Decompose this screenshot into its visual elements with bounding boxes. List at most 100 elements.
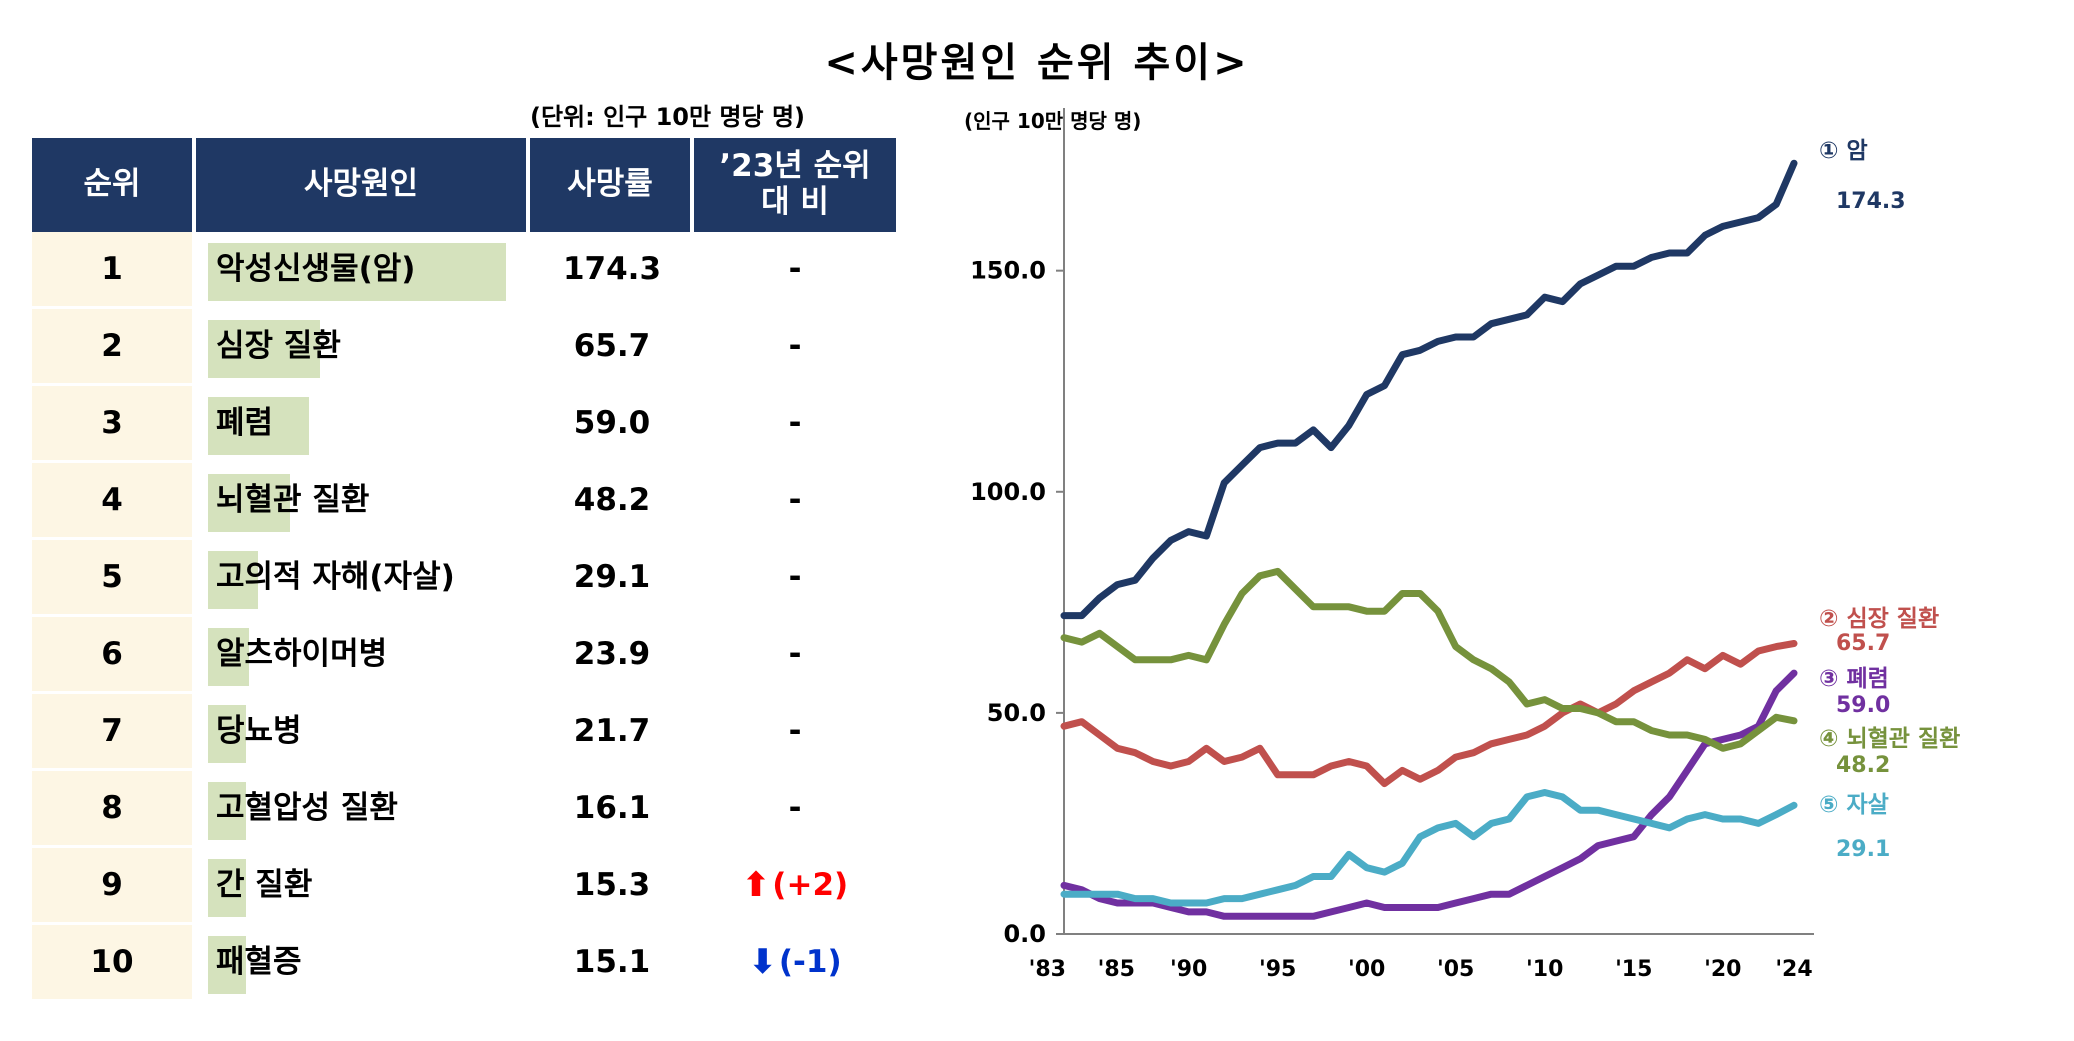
table-row: 2 심장 질환 65.7- — [32, 309, 896, 386]
table-row: 6 알츠하이머병 23.9- — [32, 617, 896, 694]
rank-cell: 2 — [32, 309, 196, 386]
rank-cell: 10 — [32, 925, 196, 1002]
series-line-2 — [1060, 640, 1798, 788]
cause-cell: 악성신생물(암) — [196, 232, 530, 309]
rank-change-cell: - — [694, 771, 896, 848]
table-row: 1 악성신생물(암) 174.3- — [32, 232, 896, 309]
series-line-3 — [1060, 669, 1798, 920]
cause-label: 패혈증 — [216, 944, 302, 980]
x-tick-label: '20 — [1704, 957, 1741, 982]
x-tick-label: '15 — [1615, 957, 1652, 982]
rank-cell: 9 — [32, 848, 196, 925]
rank-cell: 6 — [32, 617, 196, 694]
arrow-up-icon: ⬆ — [741, 865, 771, 905]
series-value-label: 174.3 — [1836, 189, 1906, 214]
table-row: 10 패혈증 15.1 ⬇(-1) — [32, 925, 896, 1002]
series-value-label: 48.2 — [1836, 753, 1890, 778]
y-tick-label: 150.0 — [970, 257, 1046, 285]
cause-cell: 심장 질환 — [196, 309, 530, 386]
header-rate: 사망률 — [530, 138, 694, 232]
x-tick-label: '85 — [1098, 957, 1135, 982]
cause-cell: 알츠하이머병 — [196, 617, 530, 694]
rate-bar — [208, 705, 246, 763]
rate-bar — [208, 628, 249, 686]
arrow-down-icon: ⬇ — [748, 942, 777, 982]
table-header-row: 순위 사망원인 사망률 ’23년 순위 대 비 — [32, 138, 896, 232]
rate-bar — [208, 551, 258, 609]
x-tick-label: '24 — [1775, 957, 1812, 982]
cause-cell: 고의적 자해(자살) — [196, 540, 530, 617]
rank-change-cell: - — [694, 463, 896, 540]
page-title: <사망원인 순위 추이> — [824, 40, 1250, 86]
cause-cell: 간 질환 — [196, 848, 530, 925]
y-axis-label: (인구 10만 명당 명) — [964, 109, 1141, 133]
series-legend-label: ④ 뇌혈관 질환 — [1819, 726, 1960, 752]
cause-rank-table: 순위 사망원인 사망률 ’23년 순위 대 비 1 악성신생물(암) 174.3-2… — [32, 138, 896, 1002]
header-compare-line1: ’23년 순위 — [719, 148, 871, 185]
cause-cell: 패혈증 — [196, 925, 530, 1002]
rank-change-cell: - — [694, 694, 896, 771]
y-tick-label: 100.0 — [970, 478, 1046, 506]
cause-label: 악성신생물(암) — [216, 251, 416, 287]
header-cause: 사망원인 — [196, 138, 530, 232]
x-tick-label: '83 — [1029, 957, 1066, 982]
x-tick-label: '00 — [1348, 957, 1385, 982]
rate-bar — [208, 859, 246, 917]
trend-chart-svg: (인구 10만 명당 명) 0.0 50.0 100.0 150.0 '83 '85 '90 '… — [964, 108, 1960, 982]
cause-cell: 당뇨병 — [196, 694, 530, 771]
header-compare-line2: 대 비 — [761, 184, 829, 220]
cause-label: 간 질환 — [216, 867, 313, 903]
rate-bar — [208, 936, 246, 994]
series-legend-label: ① 암 — [1819, 138, 1868, 164]
cause-cell: 폐렴 — [196, 386, 530, 463]
table-body: 1 악성신생물(암) 174.3-2 심장 질환 65.7-3 폐렴 59.0-4 뇌혈관 질… — [32, 232, 896, 1002]
series-value-label: 59.0 — [1836, 693, 1890, 718]
rate-bar — [208, 243, 506, 301]
rank-change-cell: - — [694, 232, 896, 309]
cause-label: 당뇨병 — [216, 713, 302, 749]
series-line-5 — [1060, 789, 1798, 907]
x-tick-label: '10 — [1526, 957, 1563, 982]
rate-cell: 29.1 — [530, 540, 694, 617]
rank-change-cell: ⬇(-1) — [694, 925, 896, 1002]
rank-cell: 4 — [32, 463, 196, 540]
series-line-1 — [1060, 159, 1798, 620]
rate-cell: 59.0 — [530, 386, 694, 463]
series-value-label: 29.1 — [1836, 837, 1890, 862]
cause-label: 고의적 자해(자살) — [216, 559, 455, 595]
rate-cell: 15.1 — [530, 925, 694, 1002]
rate-cell: 21.7 — [530, 694, 694, 771]
rank-cell: 8 — [32, 771, 196, 848]
cause-label: 폐렴 — [216, 405, 274, 441]
x-tick-label: '95 — [1259, 957, 1296, 982]
rank-change-value: (+2) — [772, 867, 849, 903]
rate-cell: 15.3 — [530, 848, 694, 925]
rank-cell: 5 — [32, 540, 196, 617]
header-rank: 순위 — [32, 138, 196, 232]
rate-cell: 48.2 — [530, 463, 694, 540]
rank-change-value: (-1) — [778, 944, 842, 980]
rank-cell: 7 — [32, 694, 196, 771]
rate-cell: 16.1 — [530, 771, 694, 848]
rank-change-cell: ⬆(+2) — [694, 848, 896, 925]
rate-bar — [208, 397, 309, 455]
rate-cell: 65.7 — [530, 309, 694, 386]
rate-cell: 23.9 — [530, 617, 694, 694]
trend-chart: (인구 10만 명당 명) 0.0 50.0 100.0 150.0 '83 '85 '90 '… — [934, 88, 1978, 1010]
rank-cell: 1 — [32, 232, 196, 309]
table-row: 8 고혈압성 질환 16.1- — [32, 771, 896, 848]
x-tick-label: '90 — [1170, 957, 1207, 982]
table-row: 3 폐렴 59.0- — [32, 386, 896, 463]
x-tick-label: '05 — [1437, 957, 1474, 982]
rank-change-cell: - — [694, 540, 896, 617]
rate-bar — [208, 782, 246, 840]
rate-bar — [208, 320, 321, 378]
table-row: 7 당뇨병 21.7- — [32, 694, 896, 771]
rank-cell: 3 — [32, 386, 196, 463]
series-legend-label: ② 심장 질환 — [1819, 606, 1939, 632]
y-tick-label: 50.0 — [987, 699, 1046, 727]
cause-label: 알츠하이머병 — [216, 636, 388, 672]
rate-cell: 174.3 — [530, 232, 694, 309]
series-value-label: 65.7 — [1836, 631, 1890, 656]
